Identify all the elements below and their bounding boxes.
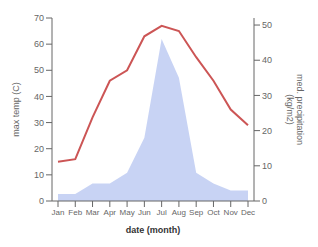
svg-text:40: 40 [262,55,272,65]
svg-text:0: 0 [262,196,267,206]
svg-text:10: 10 [262,161,272,171]
svg-text:Sep: Sep [189,208,204,217]
svg-text:50: 50 [262,20,272,30]
svg-text:Dec: Dec [241,208,255,217]
svg-text:Apr: Apr [104,208,117,217]
svg-text:30: 30 [262,91,272,101]
svg-text:40: 40 [34,92,44,102]
svg-text:May: May [120,208,135,217]
svg-text:10: 10 [34,170,44,180]
svg-text:med. precipitation(kg/m2): med. precipitation(kg/m2) [285,74,305,145]
svg-text:30: 30 [34,118,44,128]
svg-text:20: 20 [34,144,44,154]
svg-text:Jan: Jan [52,208,65,217]
svg-text:date (month): date (month) [126,225,181,235]
svg-text:0: 0 [39,196,44,206]
svg-text:Mar: Mar [86,208,100,217]
svg-text:50: 50 [34,65,44,75]
svg-text:60: 60 [34,39,44,49]
svg-text:Jul: Jul [157,208,167,217]
svg-text:Feb: Feb [68,208,82,217]
svg-text:70: 70 [34,13,44,23]
svg-text:Jun: Jun [138,208,151,217]
svg-text:max temp (C): max temp (C) [11,82,21,137]
svg-text:20: 20 [262,126,272,136]
svg-text:Oct: Oct [207,208,220,217]
svg-text:Aug: Aug [172,208,186,217]
svg-text:Nov: Nov [224,208,238,217]
